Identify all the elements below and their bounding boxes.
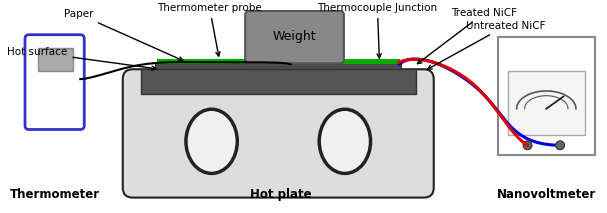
- Text: Hot plate: Hot plate: [250, 188, 311, 201]
- Ellipse shape: [186, 109, 237, 173]
- Text: Nanovoltmeter: Nanovoltmeter: [497, 188, 596, 201]
- FancyBboxPatch shape: [245, 11, 344, 63]
- Text: Hot surface: Hot surface: [7, 47, 156, 70]
- FancyBboxPatch shape: [25, 35, 84, 130]
- Text: Paper: Paper: [64, 9, 183, 61]
- Circle shape: [523, 141, 532, 150]
- Bar: [140, 69, 416, 94]
- Circle shape: [555, 141, 565, 150]
- FancyBboxPatch shape: [123, 69, 434, 198]
- Text: Thermocouple Junction: Thermocouple Junction: [317, 3, 438, 58]
- Text: Untreated NiCF: Untreated NiCF: [428, 21, 546, 69]
- Bar: [508, 71, 585, 135]
- Bar: [155, 62, 401, 69]
- Text: Thermometer probe: Thermometer probe: [157, 3, 262, 56]
- Bar: [498, 37, 595, 155]
- Bar: [157, 59, 400, 64]
- Text: Treated NiCF: Treated NiCF: [418, 8, 518, 64]
- Bar: [38, 47, 73, 71]
- Text: Weight: Weight: [273, 30, 316, 43]
- Ellipse shape: [319, 109, 370, 173]
- Text: Thermometer: Thermometer: [10, 188, 100, 201]
